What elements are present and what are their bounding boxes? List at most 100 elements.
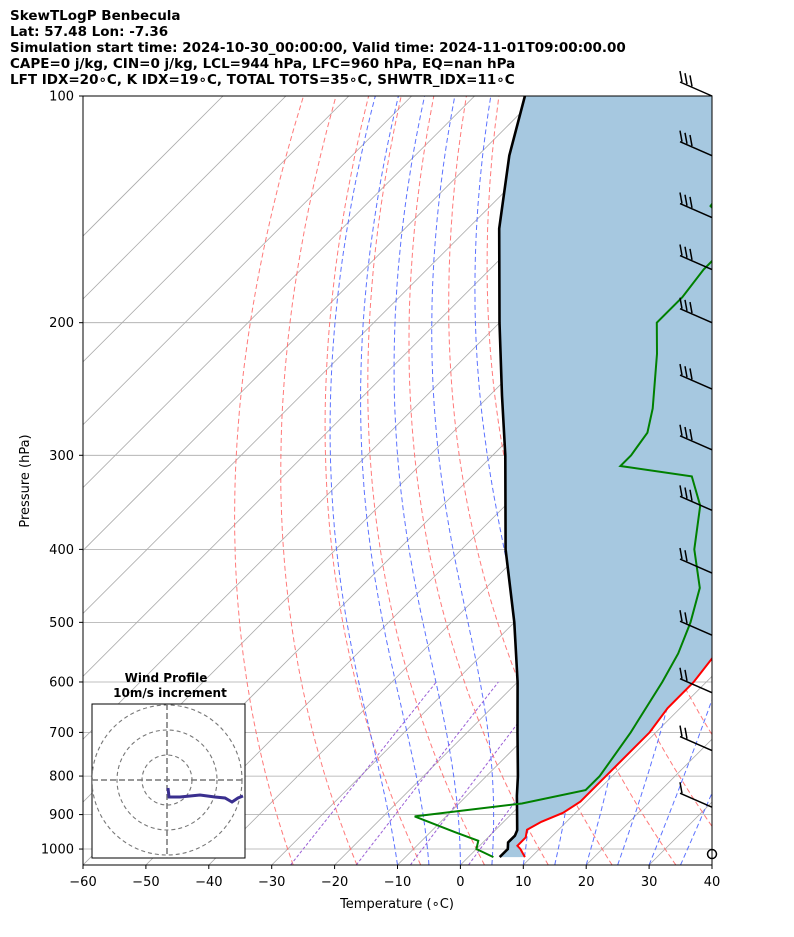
isotherm-line	[83, 96, 601, 614]
wind-barb-flag	[679, 485, 683, 497]
mixing-ratio-line	[355, 681, 499, 865]
wind-barb-flag	[684, 727, 688, 739]
isotherm-line	[83, 96, 350, 363]
wind-barb-flag	[684, 194, 688, 206]
wind-barb-flag	[679, 244, 683, 256]
moist-adiabat-line	[393, 96, 461, 865]
y-tick-label: 500	[49, 616, 74, 631]
y-tick-label: 100	[49, 90, 74, 105]
wind-barb-flag	[689, 134, 693, 147]
isotherm-line	[83, 96, 538, 552]
header-indices: LFT IDX=20∘C, K IDX=19∘C, TOTAL TOTS=35∘…	[10, 72, 515, 88]
isotherm-line	[711, 864, 712, 865]
y-tick-label: 200	[49, 316, 74, 331]
cape-area	[499, 96, 712, 858]
wind-barb-flag	[679, 297, 683, 309]
y-tick-label: 400	[49, 543, 74, 558]
wind-barb-staff	[679, 81, 713, 97]
wind-barb-staff	[679, 792, 713, 808]
hodograph-title: Wind Profile	[125, 671, 208, 685]
y-tick-label: 600	[49, 675, 74, 690]
hodograph-inset: Wind Profile 10m/s increment	[91, 671, 246, 859]
dry-adiabat-line	[280, 96, 358, 865]
mixing-ratio-line	[290, 681, 437, 865]
dry-adiabat-line	[324, 96, 422, 865]
x-tick-label: 40	[704, 875, 721, 890]
y-tick-label: 300	[49, 449, 74, 464]
wind-barb-flag	[684, 612, 688, 624]
x-tick-label: −60	[69, 875, 96, 890]
temperature-line	[516, 656, 712, 858]
y-tick-label: 700	[49, 726, 74, 741]
wind-barb-staff	[679, 140, 713, 157]
header-latlon: Lat: 57.48 Lon: -7.36	[10, 24, 169, 40]
x-tick-label: −10	[384, 875, 411, 890]
x-axis: −60 −50 −40 −30 −20 −10 0 10 20 30 40	[69, 865, 720, 890]
x-tick-label: −50	[132, 875, 159, 890]
wind-barb-flag	[684, 669, 688, 682]
hodograph-trace	[166, 787, 244, 804]
wind-barb-staff	[679, 435, 713, 451]
x-tick-label: −40	[195, 875, 222, 890]
wind-barb-staff	[679, 202, 713, 219]
isotherm-line	[775, 96, 794, 865]
wind-barb-flag	[689, 248, 693, 261]
moist-adiabat-line	[617, 96, 699, 865]
y-tick-label: 800	[49, 770, 74, 785]
wind-barb-flag	[679, 424, 683, 436]
parcel-profile-line	[497, 96, 527, 859]
wind-barb-flag	[679, 547, 683, 560]
moist-adiabat-line	[360, 96, 430, 865]
dry-adiabat-line	[760, 96, 794, 865]
header-station: SkewTLogP Benbecula	[10, 8, 181, 24]
wind-barb-flag	[689, 368, 693, 380]
wind-barb-flag	[689, 75, 693, 87]
wind-barb-flag	[679, 130, 683, 142]
wind-barb-flag	[679, 363, 683, 376]
moist-adiabat-line	[329, 96, 398, 865]
wind-barbs	[679, 70, 718, 860]
wind-barb-staff	[679, 374, 713, 390]
wind-barb-flag	[679, 725, 683, 737]
isotherm-line	[523, 675, 712, 865]
wind-barb-flag	[684, 366, 688, 378]
wind-barb-staff	[679, 735, 713, 752]
wind-barb-staff	[679, 254, 713, 271]
dry-adiabat-line	[448, 96, 613, 865]
x-tick-label: 10	[515, 875, 532, 890]
moist-adiabat-line	[680, 791, 712, 865]
wind-barb-staff	[679, 678, 713, 694]
wind-barb-flag	[684, 487, 688, 499]
wind-barb-staff	[679, 308, 713, 324]
x-tick-label: −20	[321, 875, 348, 890]
cape-fill	[499, 96, 712, 858]
plot-area	[83, 96, 794, 865]
wind-barb-flag	[684, 246, 688, 258]
x-tick-label: 20	[578, 875, 595, 890]
wind-barb-flag	[679, 782, 683, 794]
x-axis-label: Temperature (∘C)	[339, 897, 454, 912]
isotherm-line	[83, 96, 475, 489]
wind-barb-staff	[679, 495, 713, 512]
wind-barb-flag	[689, 429, 693, 441]
isotherm-line	[83, 96, 287, 300]
x-tick-label: −30	[258, 875, 285, 890]
x-tick-label: 0	[456, 875, 464, 890]
isotherm-line	[83, 96, 412, 426]
x-tick-label: 30	[641, 875, 658, 890]
header-cape: CAPE=0 j/kg, CIN=0 j/kg, LCL=944 hPa, LF…	[10, 56, 516, 72]
isotherm-line	[334, 487, 712, 865]
wind-barb-flag	[679, 610, 683, 622]
dry-adiabat-line	[234, 96, 304, 865]
moist-adiabat-line	[648, 698, 712, 865]
wind-barb-flag	[679, 192, 683, 204]
chart-header: SkewTLogP Benbecula Lat: 57.48 Lon: -7.3…	[10, 8, 790, 88]
wind-barb-staff	[679, 620, 713, 636]
wind-barb-flag	[684, 132, 688, 144]
wind-barb-flag	[689, 196, 693, 209]
wind-barb-flag	[684, 73, 688, 85]
hodograph-subtitle: 10m/s increment	[113, 686, 227, 700]
wind-barb-flag	[679, 70, 683, 83]
moist-adiabat-line	[431, 96, 495, 865]
wind-barb-staff	[679, 558, 713, 574]
